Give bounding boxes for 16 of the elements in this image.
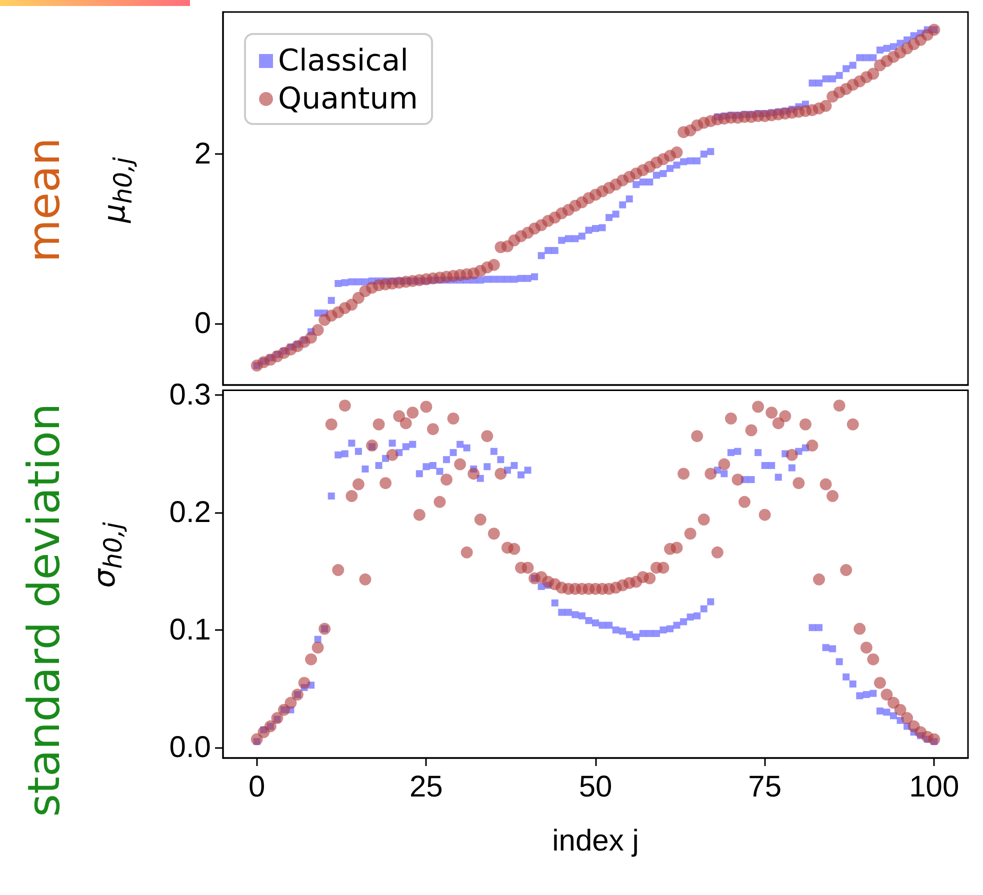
text: mean: [19, 138, 70, 262]
x-tick-label: 75: [748, 770, 782, 804]
x-axis-title: index j: [552, 824, 639, 858]
x-tick-label: 0: [248, 770, 266, 804]
legend-label: Classical: [278, 44, 408, 78]
x-tick-label: 50: [578, 770, 612, 804]
y-tick-label: 2: [194, 138, 211, 171]
legend-label: Quantum: [278, 82, 418, 116]
y-tick-label: 0.3: [169, 378, 211, 412]
y-tick-label: 0: [194, 306, 211, 340]
y-tick-label: 0.2: [169, 496, 211, 529]
x-tick-label: 100: [909, 770, 960, 804]
y-tick-label: 0.1: [169, 613, 211, 646]
y-tick-label: 0.0: [169, 730, 211, 764]
text: standard deviation: [19, 403, 70, 817]
x-tick-label: 25: [409, 770, 443, 804]
